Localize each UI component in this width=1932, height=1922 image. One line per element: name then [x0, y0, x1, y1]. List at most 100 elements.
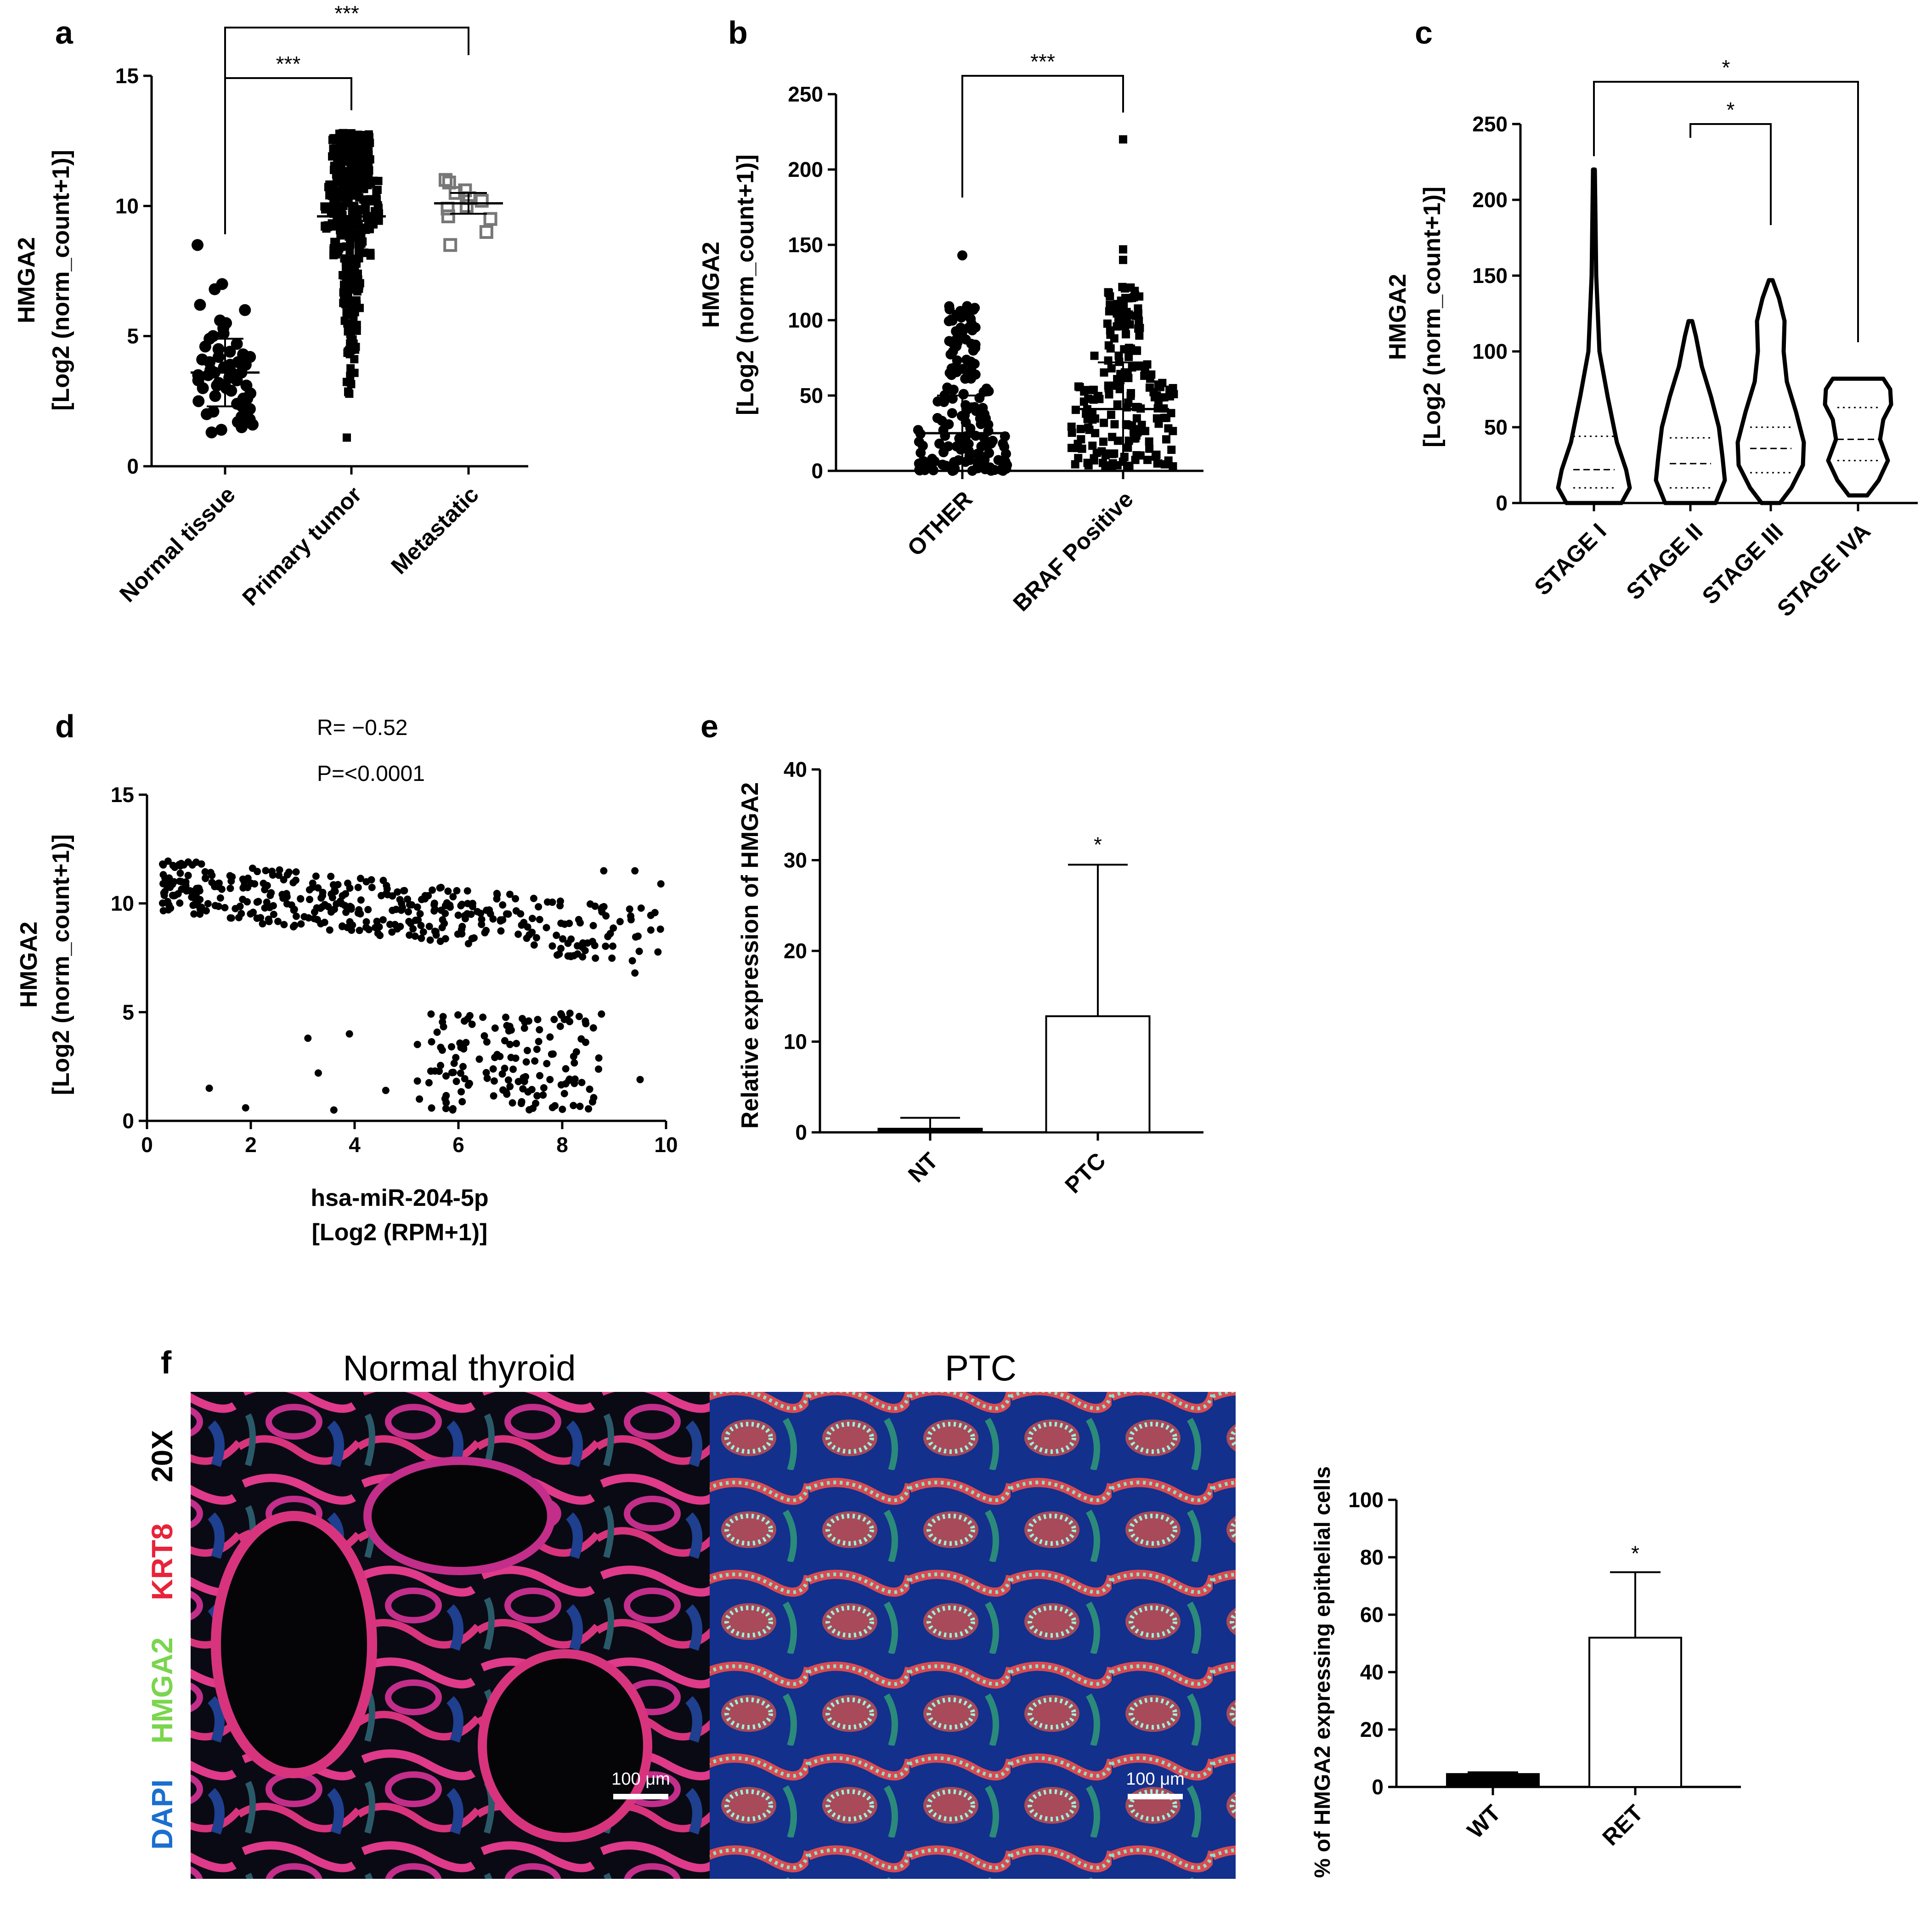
data-point: [406, 931, 413, 939]
data-point: [254, 868, 261, 876]
data-point: [506, 890, 514, 898]
data-point: [232, 904, 239, 912]
data-point-braf: [1067, 422, 1076, 431]
panel-d-ytick-label: 15: [111, 783, 134, 807]
data-point: [575, 916, 582, 923]
data-point-other: [966, 373, 976, 384]
data-point: [257, 914, 265, 921]
scale-bar-right: [1128, 1794, 1183, 1799]
data-point-metastatic: [475, 194, 489, 208]
significance-label: *: [1631, 1542, 1639, 1566]
data-point-other: [915, 465, 925, 476]
data-point: [493, 895, 501, 903]
data-point-tumor: [344, 387, 352, 396]
panel-f-ytick-label: 80: [1360, 1545, 1384, 1569]
data-point: [326, 926, 333, 934]
stain-hmga2: HMGA2: [146, 1637, 179, 1743]
data-point: [396, 896, 404, 904]
panel-d-xtick-label: 10: [654, 1133, 678, 1157]
data-point-braf: [1081, 386, 1090, 395]
significance-bracket: [1689, 123, 1772, 225]
data-point: [571, 1059, 578, 1067]
data-point: [591, 942, 599, 950]
data-point: [346, 918, 354, 926]
data-point: [240, 878, 248, 886]
data-point: [450, 1059, 458, 1067]
data-point: [482, 1069, 490, 1077]
data-point: [566, 1009, 574, 1017]
data-point-braf: [1124, 352, 1133, 361]
data-point: [489, 915, 497, 923]
significance-label: *: [1722, 56, 1730, 79]
data-point-tumor: [342, 242, 350, 251]
data-point: [536, 1026, 543, 1034]
data-point: [486, 906, 493, 914]
data-point-braf: [1115, 385, 1124, 394]
data-point: [304, 1034, 312, 1042]
data-point-braf: [1160, 460, 1169, 469]
data-point: [557, 944, 565, 952]
data-point: [493, 1051, 501, 1058]
data-point-other: [958, 389, 969, 400]
data-point: [188, 861, 196, 869]
data-point: [314, 1069, 322, 1077]
data-point: [169, 862, 177, 870]
data-point: [345, 1030, 353, 1038]
panel-c-ytick-label: 0: [1496, 491, 1508, 515]
data-point-braf: [1107, 364, 1116, 373]
data-point-braf: [1071, 406, 1080, 414]
panel-a-ytick-label: 5: [127, 324, 139, 348]
data-point: [512, 907, 520, 915]
data-point-normal: [211, 379, 223, 392]
data-point-normal: [212, 351, 225, 363]
panel-f-ylabel: % of HMGA2 expressing epithelial cells: [1311, 1466, 1335, 1878]
panel-c-ytick-label: 100: [1472, 339, 1508, 363]
data-point-other: [941, 460, 951, 471]
data-point: [524, 1046, 531, 1054]
data-point: [411, 933, 419, 940]
data-point-braf: [1074, 382, 1083, 391]
data-point: [314, 884, 322, 892]
data-point: [204, 900, 212, 908]
data-point: [631, 867, 639, 875]
data-point: [632, 933, 639, 941]
data-point-braf: [1124, 443, 1132, 452]
data-point: [389, 906, 396, 914]
data-point-normal: [209, 283, 221, 295]
data-point: [437, 1062, 445, 1069]
data-point: [483, 1038, 491, 1046]
data-point: [374, 929, 382, 937]
panel-c-chart: HMGA2 [Log2 (norm_count+1)] 0 50 100 150 200…: [1384, 56, 1918, 622]
data-point: [531, 1057, 539, 1065]
data-point: [477, 910, 485, 917]
panel-d-r-value: R= −0.52: [317, 716, 407, 740]
data-point: [481, 929, 489, 937]
data-point: [291, 921, 299, 929]
data-point-braf: [1134, 304, 1142, 313]
data-point: [548, 1050, 555, 1058]
data-point: [289, 879, 297, 887]
panel-a-ylabel-line1: HMGA2: [13, 237, 40, 323]
data-point-other: [938, 447, 949, 458]
data-point-other: [970, 343, 981, 353]
data-point-normal: [239, 304, 251, 316]
data-point: [572, 1048, 580, 1056]
data-point: [444, 888, 452, 895]
data-point-other: [952, 355, 962, 366]
data-point-normal: [192, 372, 205, 384]
data-point: [339, 892, 346, 900]
data-point: [518, 1098, 525, 1106]
data-point: [543, 1060, 551, 1068]
data-point-braf: [1104, 356, 1113, 365]
data-point-braf: [1131, 434, 1140, 443]
data-point-braf: [1106, 330, 1115, 339]
data-point: [413, 1077, 421, 1085]
data-point: [453, 887, 461, 894]
violin-shape: [1735, 278, 1806, 505]
data-point: [259, 920, 266, 927]
data-point: [452, 1054, 460, 1062]
data-point: [228, 873, 236, 881]
data-point-other: [984, 448, 994, 458]
data-point-other: [968, 305, 979, 315]
data-point: [398, 904, 406, 911]
